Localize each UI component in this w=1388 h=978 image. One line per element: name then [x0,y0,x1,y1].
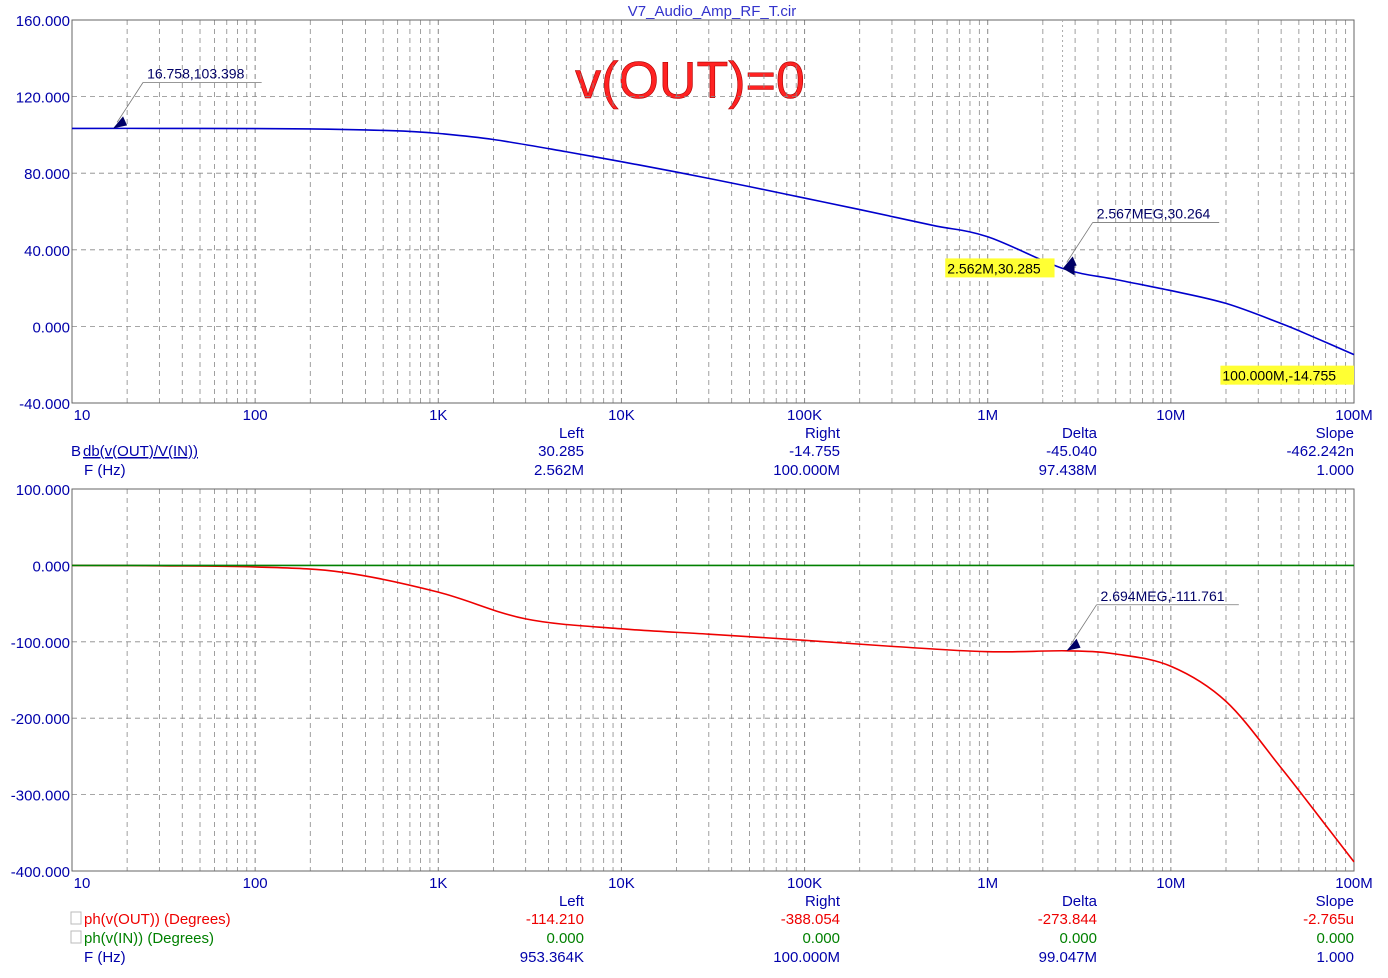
cursor-row-value: 99.047M [1039,949,1097,966]
x-tick-label: 100 [243,875,268,892]
cursor-row-value: 0.000 [1059,930,1097,947]
x-tick-label: 10M [1156,875,1185,892]
series-line [71,127,1355,356]
x-tick-label: 1M [977,407,998,424]
cursor-row-value: -462.242n [1286,443,1354,460]
plot-frame [71,19,1355,404]
cursor-row-value: 100.000M [773,462,840,479]
cursor-row-label: ph(v(OUT)) (Degrees) [84,911,231,928]
cursor-row-value: 1.000 [1316,949,1354,966]
annotation-label: 16.758,103.398 [147,65,245,81]
annotation-highlight-box [945,258,1055,278]
x-tick-label: 10K [608,407,635,424]
window-title: V7_Audio_Amp_RF_T.cir [628,3,796,20]
cursor-table-header: Left [559,425,585,442]
plot-panel-2: 100.0000.000-100.000-200.000-300.000-400… [11,482,1373,966]
y-tick-label: 120.000 [16,90,70,107]
annotation-arrow [1062,263,1075,276]
legend-swatch [70,911,82,925]
annotation-label: 2.694MEG,-111.761 [1101,588,1225,604]
x-tick-label: 100K [787,875,822,892]
annotation-highlight-label: 2.562M,30.285 [947,260,1041,276]
x-tick-label: 1M [977,875,998,892]
y-tick-label: 160.000 [16,13,70,30]
y-tick-label: 80.000 [24,166,70,183]
cursor-row-value: 1.000 [1316,462,1354,479]
y-tick-label: -400.000 [11,864,70,881]
y-tick-label: -100.000 [11,635,70,652]
x-tick-label: 10K [608,875,635,892]
annotation-highlight-box [1220,365,1354,385]
cursor-row-value: -2.765u [1303,911,1354,928]
legend-swatch [70,930,82,944]
cursor-table-header: Right [805,893,841,910]
cursor-marker-letter: B [71,443,81,460]
cursor-row-value: -273.844 [1038,911,1097,928]
series-line [71,564,1355,863]
cursor-row-value: 30.285 [538,443,584,460]
y-tick-label: -40.000 [19,396,70,413]
y-tick-label: -300.000 [11,788,70,805]
cursor-table-header: Delta [1062,425,1098,442]
cursor-row-label: F (Hz) [84,949,126,966]
x-tick-label: 100 [243,407,268,424]
x-tick-label: 10 [74,875,91,892]
annotation-label: 2.567MEG,30.264 [1097,205,1211,221]
cursor-table-header: Left [559,893,585,910]
y-tick-label: 100.000 [16,482,70,499]
plot-frame [71,488,1355,872]
cursor-row-value: 100.000M [773,949,840,966]
cursor-row-value: 0.000 [802,930,840,947]
cursor-row-value: 953.364K [520,949,584,966]
cursor-row-value: -45.040 [1046,443,1097,460]
y-tick-label: 40.000 [24,243,70,260]
cursor-row-label: db(v(OUT)/V(IN)) [83,443,198,460]
annotation-highlight-label: 100.000M,-14.755 [1222,368,1336,384]
overlay-label: v(OUT)=0 [575,52,805,110]
cursor-row-value: -388.054 [781,911,840,928]
y-tick-label: 0.000 [32,319,70,336]
x-tick-label: 10 [74,407,91,424]
plot-panel-1: 160.000120.00080.00040.0000.000-40.00010… [16,13,1373,479]
cursor-row-value: -14.755 [789,443,840,460]
x-tick-label: 100M [1335,875,1373,892]
cursor-row-value: 0.000 [546,930,584,947]
annotation-leader [116,82,144,123]
x-tick-label: 100M [1335,407,1373,424]
x-tick-label: 100K [787,407,822,424]
cursor-row-value: -114.210 [526,911,584,928]
cursor-table-header: Slope [1316,893,1354,910]
annotation-arrow [1066,638,1081,651]
cursor-row-label: F (Hz) [84,462,126,479]
annotation-leader [1066,222,1094,263]
cursor-table-header: Right [805,425,841,442]
cursor-row-value: 0.000 [1316,930,1354,947]
x-tick-label: 1K [429,407,447,424]
annotation-arrow [113,116,128,129]
cursor-row-value: 2.562M [534,462,584,479]
x-tick-label: 10M [1156,407,1185,424]
cursor-row-value: 97.438M [1039,462,1097,479]
x-tick-label: 1K [429,875,447,892]
cursor-row-label: ph(v(IN)) (Degrees) [84,930,214,947]
cursor-table-header: Slope [1316,425,1354,442]
y-tick-label: -200.000 [11,711,70,728]
cursor-table-header: Delta [1062,893,1098,910]
annotation-leader [1070,604,1097,646]
y-tick-label: 0.000 [32,558,70,575]
